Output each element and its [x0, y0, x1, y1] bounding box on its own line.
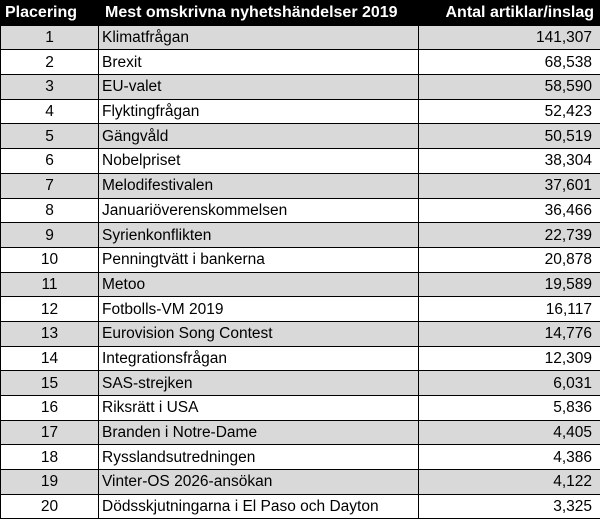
count-cell: 19,589 [418, 271, 600, 298]
table-row: 3 EU-valet 58,590 [0, 74, 600, 100]
event-cell: Metoo [98, 271, 419, 298]
count-cell: 12,309 [418, 345, 600, 372]
rank-cell: 7 [0, 172, 99, 199]
count-cell: 68,538 [418, 49, 600, 76]
event-cell: Riksrätt i USA [98, 395, 419, 421]
rank-cell: 17 [0, 419, 99, 446]
table-row: 7 Melodifestivalen 37,601 [0, 172, 600, 199]
rank-cell: 5 [0, 123, 99, 150]
event-cell: Vinter-OS 2026-ansökan [98, 469, 419, 495]
count-cell: 6,031 [418, 370, 600, 396]
rank-cell: 3 [0, 74, 99, 100]
table-row: 18 Rysslandsutredningen 4,386 [0, 444, 600, 471]
rank-cell: 9 [0, 222, 99, 248]
header-event: Mest omskrivna nyhetshändelser 2019 [98, 0, 419, 26]
event-cell: Klimatfrågan [98, 24, 419, 51]
count-cell: 4,405 [418, 419, 600, 446]
table-row: 20 Dödsskjutningarna i El Paso och Dayton… [0, 493, 600, 520]
rank-cell: 12 [0, 296, 99, 322]
count-cell: 58,590 [418, 74, 600, 100]
table-row: 1 Klimatfrågan 141,307 [0, 24, 600, 51]
count-cell: 37,601 [418, 172, 600, 199]
table-row: 6 Nobelpriset 38,304 [0, 148, 600, 174]
event-cell: Penningtvätt i bankerna [98, 246, 419, 273]
count-cell: 4,386 [418, 444, 600, 471]
event-cell: Nobelpriset [98, 148, 419, 174]
rank-cell: 10 [0, 246, 99, 273]
table-row: 2 Brexit 68,538 [0, 49, 600, 76]
table-row: 4 Flyktingfrågan 52,423 [0, 98, 600, 125]
count-cell: 4,122 [418, 469, 600, 495]
table-row: 17 Branden i Notre-Dame 4,405 [0, 419, 600, 446]
table-row: 14 Integrationsfrågan 12,309 [0, 345, 600, 372]
rank-cell: 11 [0, 271, 99, 298]
table-row: 11 Metoo 19,589 [0, 271, 600, 298]
table-header: Placering Mest omskrivna nyhetshändelser… [0, 0, 600, 26]
count-cell: 50,519 [418, 123, 600, 150]
event-cell: Gängvåld [98, 123, 419, 150]
table-body: 1 Klimatfrågan 141,307 2 Brexit 68,538 3 EU-val… [0, 24, 600, 520]
event-cell: Melodifestivalen [98, 172, 419, 199]
event-cell: Eurovision Song Contest [98, 320, 419, 347]
rank-cell: 15 [0, 370, 99, 396]
count-cell: 38,304 [418, 148, 600, 174]
header-row: Placering Mest omskrivna nyhetshändelser… [0, 0, 600, 26]
rank-cell: 13 [0, 320, 99, 347]
event-cell: Brexit [98, 49, 419, 76]
table-row: 8 Januariöverenskommelsen 36,466 [0, 197, 600, 224]
rank-cell: 4 [0, 98, 99, 125]
table-row: 5 Gängvåld 50,519 [0, 123, 600, 150]
rank-cell: 8 [0, 197, 99, 224]
event-cell: Flyktingfrågan [98, 98, 419, 125]
table-row: 16 Riksrätt i USA 5,836 [0, 395, 600, 421]
count-cell: 20,878 [418, 246, 600, 273]
count-cell: 14,776 [418, 320, 600, 347]
event-cell: Integrationsfrågan [98, 345, 419, 372]
table-row: 15 SAS-strejken 6,031 [0, 370, 600, 396]
rank-cell: 18 [0, 444, 99, 471]
table-row: 9 Syrienkonflikten 22,739 [0, 222, 600, 248]
count-cell: 52,423 [418, 98, 600, 125]
event-cell: EU-valet [98, 74, 419, 100]
rank-cell: 14 [0, 345, 99, 372]
event-cell: Rysslandsutredningen [98, 444, 419, 471]
event-cell: Fotbolls-VM 2019 [98, 296, 419, 322]
table-row: 13 Eurovision Song Contest 14,776 [0, 320, 600, 347]
header-placering: Placering [0, 0, 99, 26]
event-cell: Syrienkonflikten [98, 222, 419, 248]
count-cell: 141,307 [418, 24, 600, 51]
table-row: 10 Penningtvätt i bankerna 20,878 [0, 246, 600, 273]
rank-cell: 1 [0, 24, 99, 51]
table-row: 12 Fotbolls-VM 2019 16,117 [0, 296, 600, 322]
count-cell: 5,836 [418, 395, 600, 421]
event-cell: Branden i Notre-Dame [98, 419, 419, 446]
rank-cell: 6 [0, 148, 99, 174]
count-cell: 3,325 [418, 493, 600, 520]
event-cell: Dödsskjutningarna i El Paso och Dayton [98, 493, 419, 520]
count-cell: 16,117 [418, 296, 600, 322]
rank-cell: 2 [0, 49, 99, 76]
count-cell: 22,739 [418, 222, 600, 248]
rank-cell: 19 [0, 469, 99, 495]
count-cell: 36,466 [418, 197, 600, 224]
event-cell: SAS-strejken [98, 370, 419, 396]
table-row: 19 Vinter-OS 2026-ansökan 4,122 [0, 469, 600, 495]
rank-cell: 20 [0, 493, 99, 520]
header-article-count: Antal artiklar/inslag [418, 0, 600, 26]
rank-cell: 16 [0, 395, 99, 421]
event-cell: Januariöverenskommelsen [98, 197, 419, 224]
